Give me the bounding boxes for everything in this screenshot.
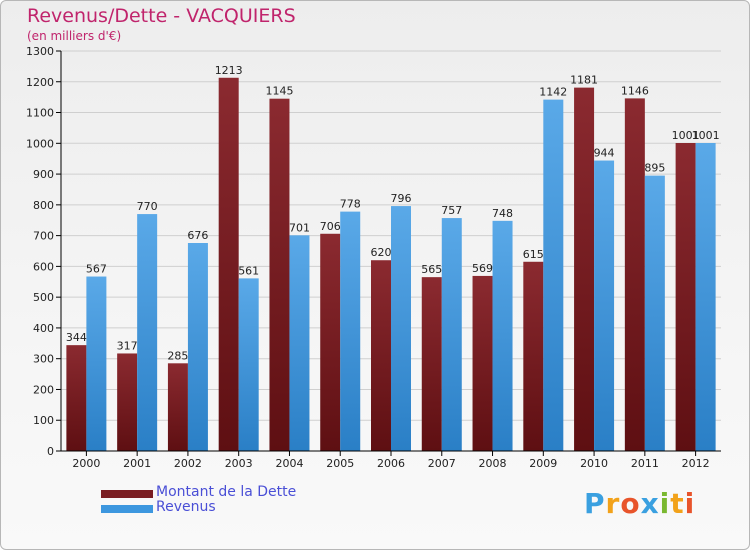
x-tick-label: 2010: [580, 457, 608, 470]
y-tick-label: 1000: [26, 137, 54, 150]
data-label-dette: 565: [421, 263, 442, 276]
data-label-dette: 1001: [672, 129, 700, 142]
bar-dette: [167, 363, 188, 451]
y-tick-label: 600: [33, 260, 54, 273]
y-tick-label: 0: [47, 445, 54, 458]
x-tick-label: 2001: [123, 457, 151, 470]
bar-revenus: [644, 175, 665, 451]
data-label-dette: 569: [472, 262, 493, 275]
legend-label-revenus: Revenus: [156, 499, 216, 515]
x-tick-label: 2009: [529, 457, 557, 470]
bar-dette: [675, 143, 696, 451]
data-label-revenus: 895: [644, 162, 665, 175]
logo-letter: x: [640, 487, 660, 520]
chart-subtitle: (en milliers d'€): [27, 29, 122, 43]
logo-letter: P: [584, 487, 606, 520]
data-label-dette: 1145: [265, 85, 293, 98]
bar-dette: [269, 98, 290, 451]
data-label-revenus: 748: [492, 207, 513, 220]
bar-revenus: [695, 143, 716, 451]
y-tick-label: 300: [33, 353, 54, 366]
legend-swatch-dette: [101, 490, 153, 498]
data-label-revenus: 561: [238, 264, 259, 277]
proxiti-logo: Proxiti: [584, 487, 695, 520]
bar-dette: [66, 345, 87, 451]
x-tick-label: 2008: [479, 457, 507, 470]
logo-letter: i: [659, 487, 671, 520]
data-label-revenus: 1001: [692, 129, 720, 142]
bar-revenus: [492, 220, 513, 451]
y-tick-label: 500: [33, 291, 54, 304]
data-label-revenus: 701: [289, 221, 310, 234]
x-tick-label: 2012: [682, 457, 710, 470]
logo-letter: t: [670, 487, 685, 520]
data-label-dette: 344: [66, 331, 87, 344]
data-label-revenus: 676: [187, 229, 208, 242]
bar-revenus: [391, 206, 411, 451]
x-tick-label: 2000: [72, 457, 100, 470]
logo-letter: o: [620, 487, 641, 520]
bar-revenus: [441, 218, 462, 451]
x-tick-label: 2011: [631, 457, 659, 470]
x-tick-label: 2006: [377, 457, 405, 470]
y-tick-label: 400: [33, 322, 54, 335]
x-tick-label: 2002: [174, 457, 202, 470]
y-tick-label: 900: [33, 168, 54, 181]
bar-revenus: [289, 235, 310, 451]
x-tick-label: 2007: [428, 457, 456, 470]
data-label-revenus: 778: [340, 198, 361, 211]
data-label-revenus: 567: [86, 263, 107, 276]
data-label-dette: 1146: [621, 84, 649, 97]
data-label-dette: 620: [371, 246, 392, 259]
bar-revenus: [86, 276, 107, 451]
bar-dette: [320, 233, 341, 451]
data-label-dette: 1213: [215, 64, 243, 77]
bar-dette: [218, 77, 239, 452]
data-label-revenus: 944: [594, 147, 615, 160]
logo-letter: i: [684, 487, 696, 520]
bar-dette: [371, 260, 391, 451]
y-tick-label: 700: [33, 230, 54, 243]
bar-revenus: [594, 160, 615, 452]
data-label-revenus: 770: [137, 200, 158, 213]
x-tick-label: 2004: [275, 457, 303, 470]
x-tick-label: 2003: [225, 457, 253, 470]
data-label-revenus: 1142: [539, 86, 567, 99]
y-tick-label: 1200: [26, 76, 54, 89]
bar-dette: [574, 87, 595, 451]
data-label-dette: 285: [167, 349, 188, 362]
bar-revenus: [238, 278, 259, 451]
bar-dette: [523, 261, 544, 451]
bar-dette: [472, 275, 493, 451]
data-label-dette: 706: [320, 220, 341, 233]
y-tick-label: 1300: [26, 45, 54, 58]
data-label-dette: 615: [523, 248, 544, 261]
data-label-dette: 317: [117, 339, 138, 352]
bar-dette: [421, 277, 442, 451]
bar-revenus: [543, 99, 564, 451]
x-tick-label: 2005: [326, 457, 354, 470]
bar-revenus: [187, 243, 208, 451]
y-tick-label: 800: [33, 199, 54, 212]
bar-revenus: [340, 211, 361, 451]
y-tick-label: 200: [33, 383, 54, 396]
y-tick-label: 100: [33, 414, 54, 427]
legend-swatch-revenus: [101, 505, 153, 513]
data-label-revenus: 757: [441, 204, 462, 217]
bar-dette: [624, 98, 645, 451]
logo-letter: r: [605, 487, 621, 520]
chart-title: Revenus/Dette - VACQUIERS: [27, 5, 296, 27]
legend-label-dette: Montant de la Dette: [156, 484, 297, 500]
data-label-revenus: 796: [391, 192, 412, 205]
data-label-dette: 1181: [570, 74, 598, 87]
bar-revenus: [137, 214, 158, 451]
bar-dette: [117, 353, 138, 451]
y-tick-label: 1100: [26, 107, 54, 120]
